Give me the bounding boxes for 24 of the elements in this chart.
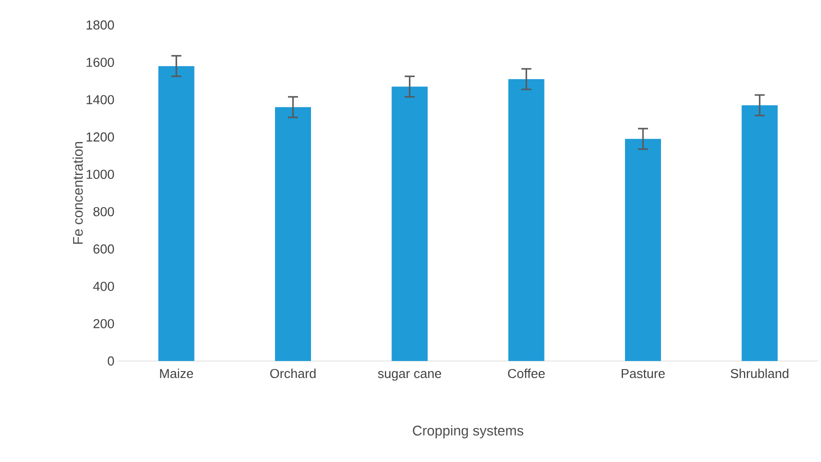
y-tick-label: 1600 [86,58,114,67]
x-tick-label: Coffee [508,368,545,378]
y-tick-label: 1000 [86,170,114,179]
x-axis-title: Cropping systems [412,425,524,438]
y-tick-label: 1400 [86,95,114,104]
y-tick-label: 800 [93,207,114,216]
y-tick-label: 200 [94,319,114,328]
bar [158,66,194,361]
y-tick-label: 0 [108,356,114,366]
bar [508,79,544,361]
bar [275,107,312,361]
x-tick-label: sugar cane [378,371,442,381]
x-tick-label: Maize [160,368,194,378]
bar [742,105,778,361]
y-tick-label: 1800 [86,20,114,30]
x-tick-label: Orchard [270,368,316,378]
y-axis-title: Fe concentration [72,142,83,244]
y-tick-label: 600 [94,244,114,254]
x-tick-label: Shrubland [730,368,788,378]
y-tick-label: 400 [93,282,114,291]
x-tick-label: Pasture [622,369,665,378]
y-tick-label: 1200 [86,132,114,142]
bar [625,138,662,361]
bar [392,86,428,361]
